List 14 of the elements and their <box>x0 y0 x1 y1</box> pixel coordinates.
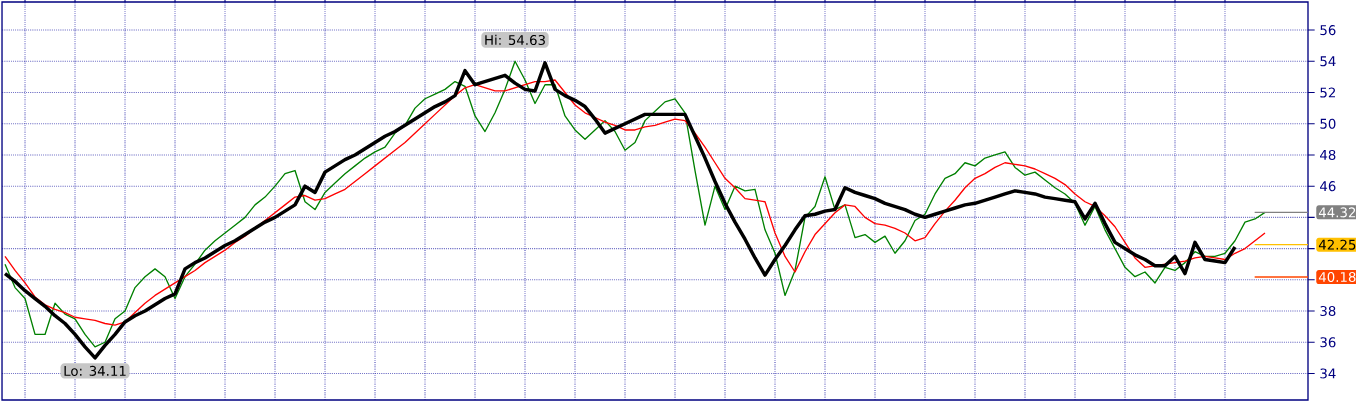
annotation: Lo: 34.11 <box>64 365 126 376</box>
y-tick-label: 54 <box>1320 56 1336 67</box>
annotation: Hi: 54.63 <box>485 34 545 46</box>
y-tick-label: 48 <box>1320 149 1336 160</box>
y-tick-label: 38 <box>1320 305 1336 317</box>
ref-line-label: 44.32 <box>1318 207 1356 218</box>
ref-line-label: 42.25 <box>1318 239 1356 250</box>
y-tick-label: 36 <box>1320 337 1336 348</box>
y-tick-label: 56 <box>1320 25 1336 36</box>
y-tick-label: 52 <box>1320 87 1336 98</box>
ref-line-label: 40.18 <box>1318 271 1356 283</box>
y-tick-label: 46 <box>1320 181 1336 192</box>
y-tick-label: 50 <box>1320 118 1336 129</box>
y-tick-label: 34 <box>1320 368 1336 379</box>
